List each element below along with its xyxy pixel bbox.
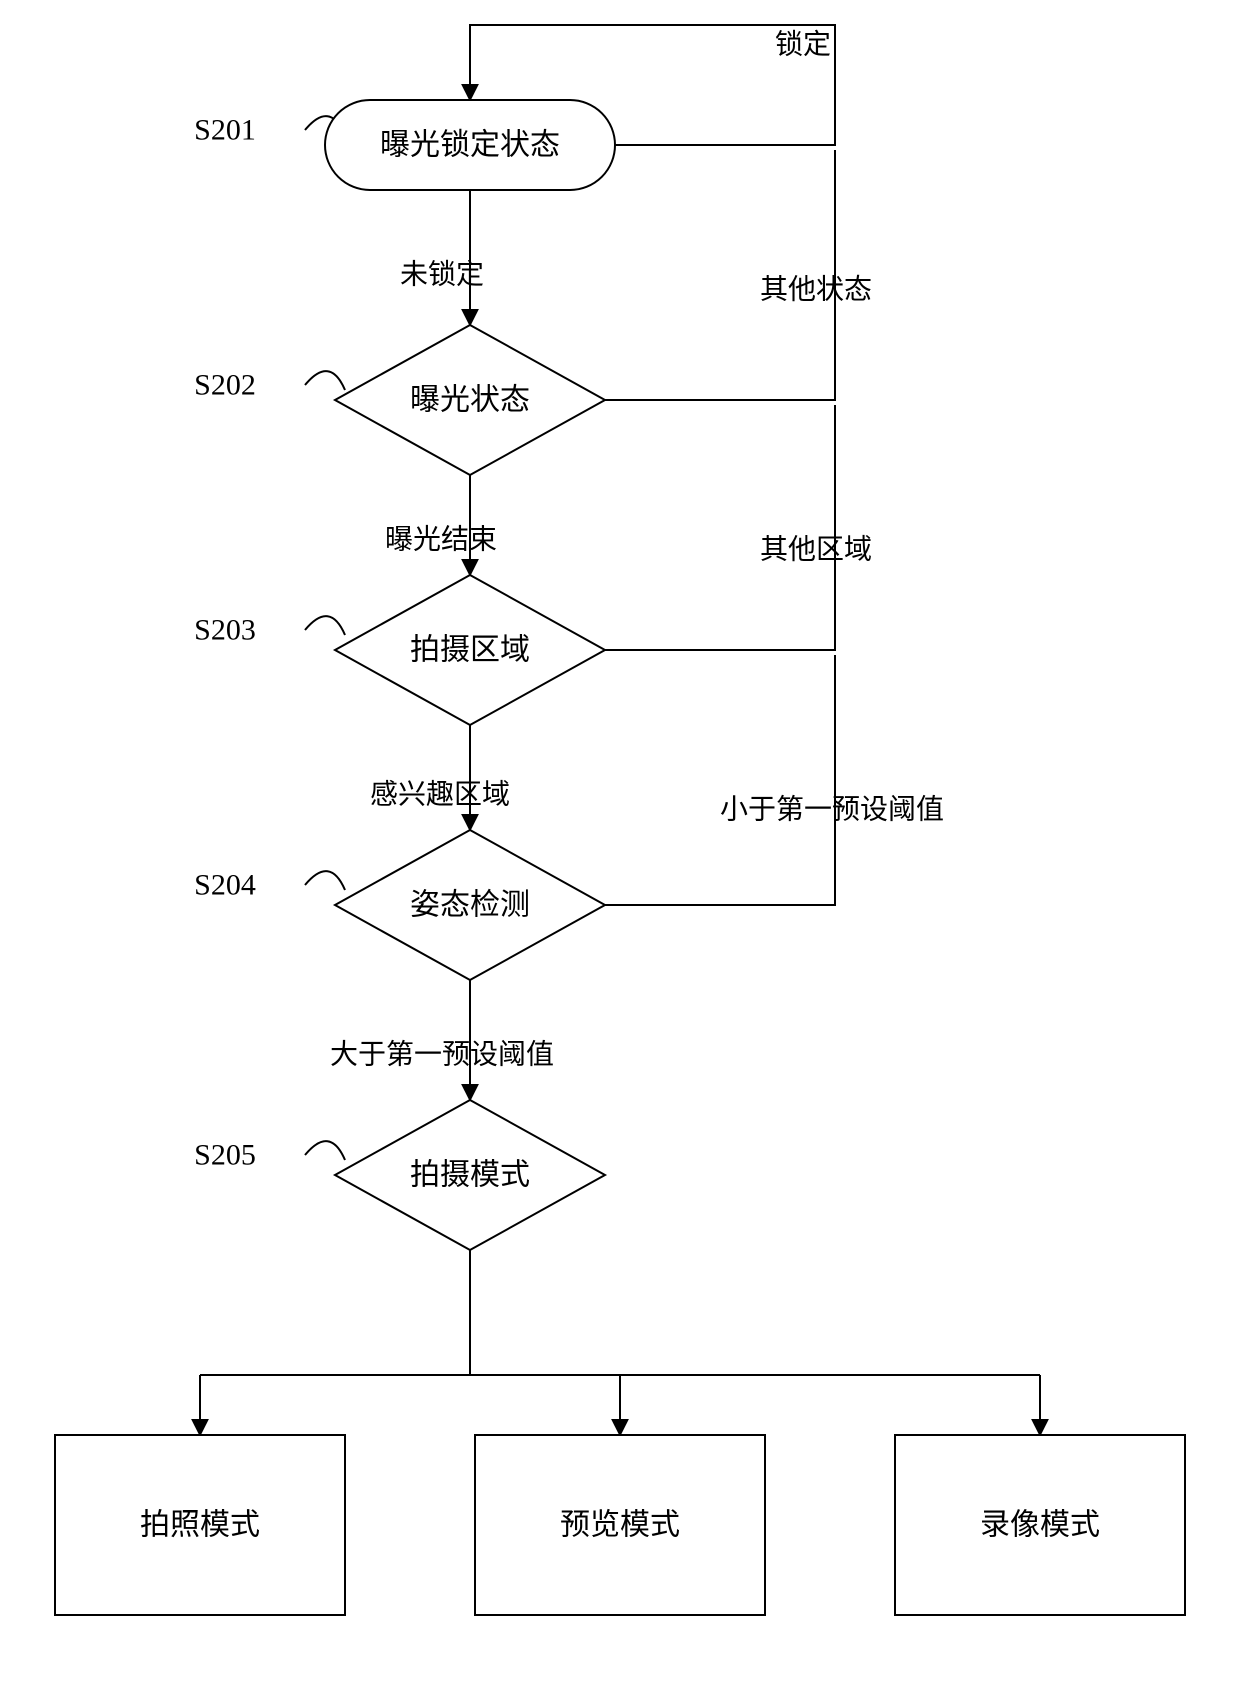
- node-label-s201: 曝光锁定状态: [380, 129, 560, 162]
- edge-label: 感兴趣区域: [370, 779, 510, 811]
- step-label-s204: S204: [194, 869, 256, 902]
- node-label-s203: 拍摄区域: [410, 634, 530, 667]
- step-label-s202: S202: [194, 369, 256, 402]
- step-label-s205: S205: [194, 1139, 256, 1172]
- edge-label: 小于第一预设阈值: [720, 794, 944, 826]
- edge-label: 其他状态: [760, 274, 872, 306]
- node-label-record: 录像模式: [980, 1509, 1100, 1542]
- node-label-s202: 曝光状态: [410, 384, 530, 417]
- edge-label: 其他区域: [760, 534, 872, 566]
- step-label-s203: S203: [194, 614, 256, 647]
- edge-label: 锁定: [775, 29, 831, 61]
- edge-label: 未锁定: [400, 259, 484, 291]
- node-label-preview: 预览模式: [560, 1509, 680, 1542]
- edge-label: 大于第一预设阈值: [330, 1039, 554, 1071]
- node-label-photo: 拍照模式: [140, 1509, 260, 1542]
- edge-label: 曝光结束: [385, 524, 497, 556]
- node-label-s204: 姿态检测: [410, 889, 530, 922]
- node-label-s205: 拍摄模式: [410, 1159, 530, 1192]
- flowchart-canvas: 未锁定曝光结束感兴趣区域大于第一预设阈值 锁定其他状态其他区域小于第一预设阈值 曝光…: [0, 0, 1240, 1697]
- step-label-s201: S201: [194, 114, 256, 147]
